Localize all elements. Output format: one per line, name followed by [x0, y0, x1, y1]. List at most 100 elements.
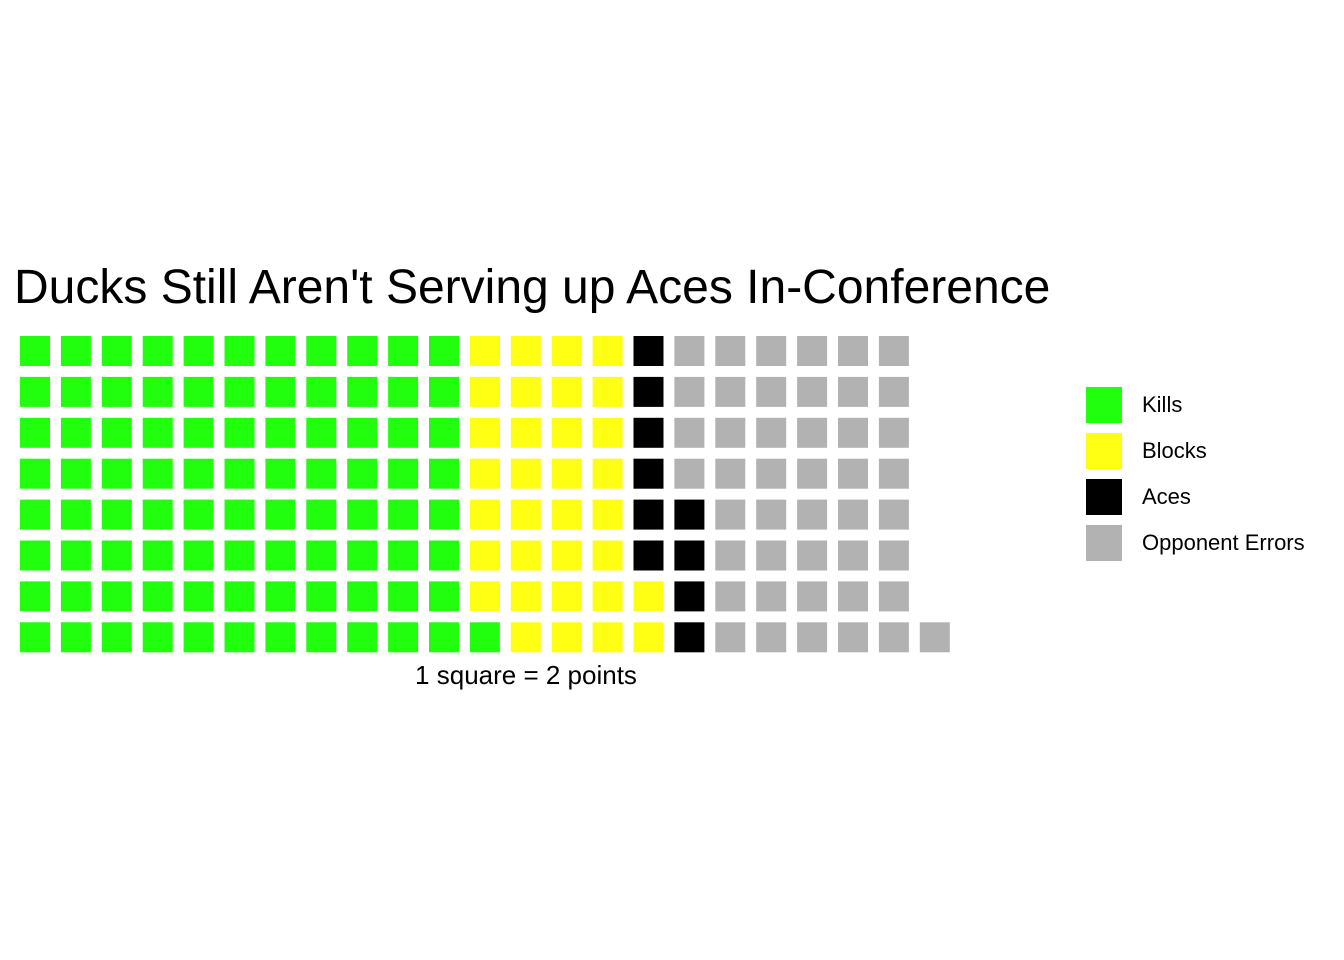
waffle-square-opponent-errors — [674, 376, 705, 407]
waffle-square-kills — [142, 336, 173, 366]
waffle-square-kills — [224, 622, 255, 653]
waffle-square-kills — [224, 417, 255, 448]
waffle-square-blocks — [592, 540, 623, 571]
waffle-square-kills — [101, 458, 132, 489]
waffle-square-opponent-errors — [674, 336, 705, 366]
waffle-square-blocks — [592, 417, 623, 448]
waffle-square-aces — [674, 581, 705, 612]
waffle-square-blocks — [633, 581, 664, 612]
waffle-square-kills — [142, 622, 173, 653]
waffle-square-blocks — [510, 622, 541, 653]
legend-swatch — [1086, 387, 1122, 423]
waffle-square-kills — [183, 581, 214, 612]
waffle-square-kills — [142, 376, 173, 407]
waffle-square-opponent-errors — [715, 499, 746, 530]
waffle-square-blocks — [551, 458, 582, 489]
waffle-square-opponent-errors — [756, 417, 787, 448]
waffle-square-opponent-errors — [797, 581, 828, 612]
waffle-square-opponent-errors — [797, 499, 828, 530]
waffle-square-kills — [60, 376, 91, 407]
legend-item-kills: Kills — [1086, 382, 1305, 428]
waffle-square-opponent-errors — [919, 622, 950, 653]
waffle-square-opponent-errors — [674, 458, 705, 489]
waffle-square-opponent-errors — [878, 622, 909, 653]
waffle-square-kills — [183, 622, 214, 653]
waffle-square-kills — [265, 581, 296, 612]
waffle-square-kills — [347, 376, 378, 407]
waffle-square-opponent-errors — [756, 499, 787, 530]
waffle-square-kills — [20, 581, 50, 612]
waffle-square-kills — [142, 581, 173, 612]
waffle-square-opponent-errors — [838, 417, 868, 448]
waffle-square-kills — [20, 622, 50, 653]
waffle-square-kills — [142, 458, 173, 489]
waffle-square-kills — [265, 622, 296, 653]
waffle-square-kills — [306, 458, 337, 489]
waffle-square-blocks — [510, 458, 541, 489]
legend-swatch — [1086, 479, 1122, 515]
waffle-square-kills — [60, 622, 91, 653]
waffle-square-kills — [20, 376, 50, 407]
waffle-square-opponent-errors — [715, 336, 746, 366]
waffle-square-kills — [306, 581, 337, 612]
waffle-square-kills — [347, 458, 378, 489]
waffle-square-kills — [265, 336, 296, 366]
waffle-square-aces — [633, 458, 664, 489]
waffle-square-kills — [60, 581, 91, 612]
waffle-square-blocks — [592, 336, 623, 366]
legend-item-aces: Aces — [1086, 474, 1305, 520]
legend: Kills Blocks Aces Opponent Errors — [1086, 382, 1305, 566]
waffle-square-kills — [347, 540, 378, 571]
waffle-square-aces — [674, 540, 705, 571]
waffle-square-kills — [183, 376, 214, 407]
waffle-square-kills — [306, 499, 337, 530]
waffle-square-kills — [101, 417, 132, 448]
waffle-square-kills — [306, 336, 337, 366]
waffle-square-opponent-errors — [878, 540, 909, 571]
waffle-square-kills — [429, 336, 459, 366]
waffle-square-kills — [388, 581, 419, 612]
waffle-square-kills — [60, 540, 91, 571]
waffle-square-blocks — [592, 499, 623, 530]
waffle-square-kills — [224, 376, 255, 407]
waffle-square-kills — [429, 376, 459, 407]
waffle-square-aces — [674, 622, 705, 653]
waffle-square-kills — [429, 540, 459, 571]
waffle-square-kills — [469, 622, 500, 653]
legend-item-opponent-errors: Opponent Errors — [1086, 520, 1305, 566]
waffle-square-kills — [224, 581, 255, 612]
waffle-square-blocks — [469, 417, 500, 448]
waffle-square-blocks — [469, 581, 500, 612]
waffle-square-opponent-errors — [756, 458, 787, 489]
waffle-square-kills — [347, 336, 378, 366]
waffle-square-aces — [633, 499, 664, 530]
waffle-square-opponent-errors — [797, 417, 828, 448]
waffle-square-kills — [60, 336, 91, 366]
chart-title: Ducks Still Aren't Serving up Aces In-Co… — [14, 261, 1051, 314]
waffle-square-kills — [183, 336, 214, 366]
waffle-square-opponent-errors — [797, 336, 828, 366]
waffle-square-kills — [183, 499, 214, 530]
waffle-square-blocks — [551, 581, 582, 612]
waffle-square-kills — [183, 417, 214, 448]
waffle-square-opponent-errors — [878, 336, 909, 366]
waffle-square-opponent-errors — [715, 376, 746, 407]
waffle-square-blocks — [469, 540, 500, 571]
waffle-square-opponent-errors — [878, 581, 909, 612]
waffle-square-blocks — [469, 458, 500, 489]
waffle-square-kills — [388, 336, 419, 366]
waffle-square-blocks — [469, 499, 500, 530]
waffle-square-blocks — [510, 581, 541, 612]
waffle-square-opponent-errors — [838, 622, 868, 653]
waffle-square-kills — [20, 336, 50, 366]
legend-swatch — [1086, 433, 1122, 469]
waffle-square-kills — [429, 417, 459, 448]
waffle-square-opponent-errors — [878, 458, 909, 489]
waffle-square-kills — [347, 581, 378, 612]
waffle-square-kills — [224, 458, 255, 489]
waffle-square-aces — [674, 499, 705, 530]
waffle-square-kills — [265, 540, 296, 571]
waffle-square-opponent-errors — [838, 540, 868, 571]
waffle-square-kills — [347, 499, 378, 530]
